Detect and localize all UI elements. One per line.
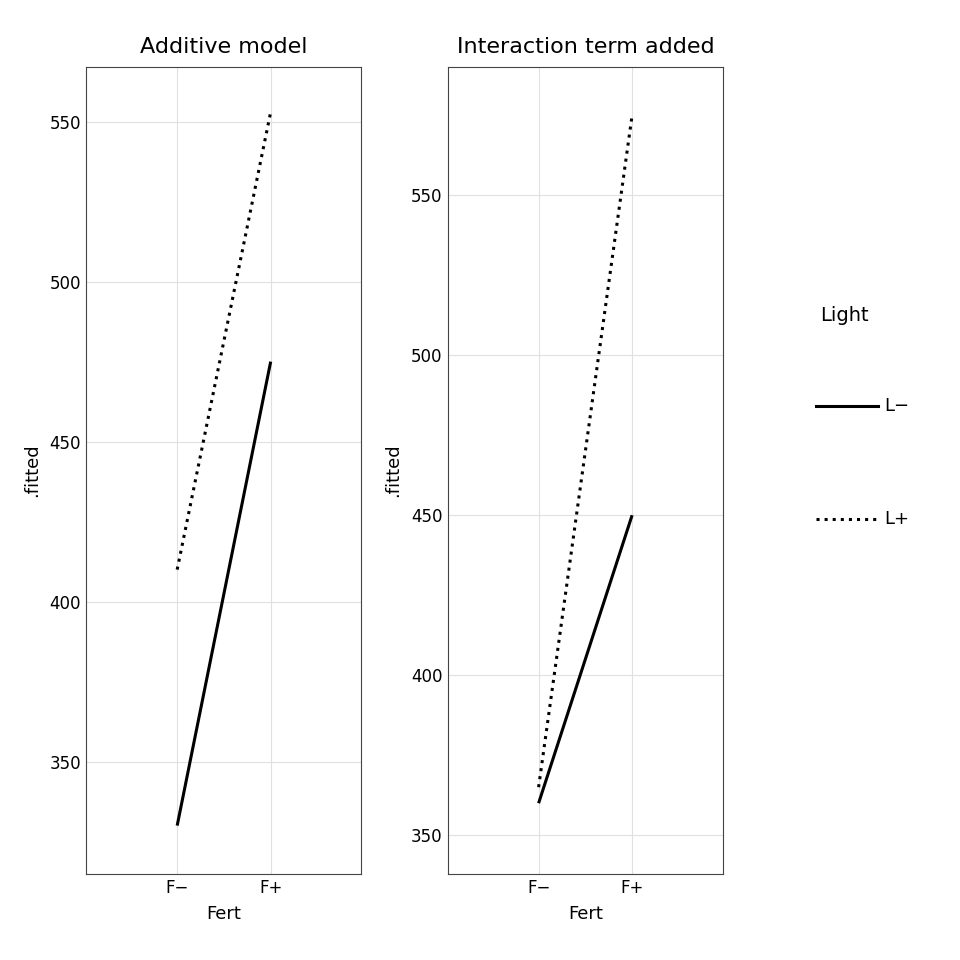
Title: Additive model: Additive model (140, 37, 308, 58)
Title: Interaction term added: Interaction term added (457, 37, 714, 58)
Text: L−: L− (884, 396, 909, 415)
Text: Light: Light (820, 306, 869, 325)
Y-axis label: .fitted: .fitted (384, 444, 402, 497)
Text: L+: L+ (884, 510, 909, 528)
X-axis label: Fert: Fert (568, 905, 603, 924)
Y-axis label: .fitted: .fitted (23, 444, 41, 497)
X-axis label: Fert: Fert (206, 905, 241, 924)
